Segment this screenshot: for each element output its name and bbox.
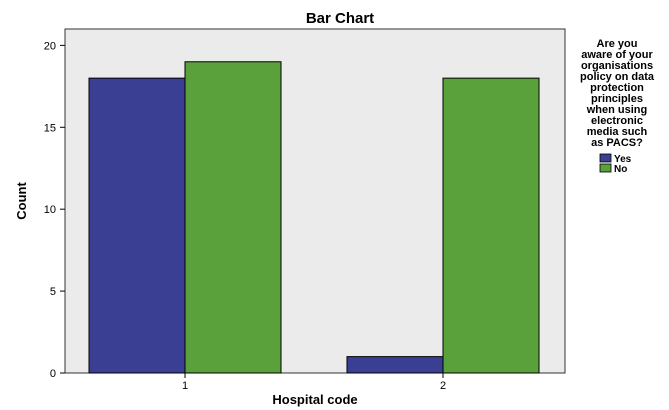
- legend-title-line: as PACS?: [591, 137, 643, 149]
- bar-no-1: [184, 61, 282, 374]
- legend-title-line: protection: [590, 82, 644, 94]
- bars-group: [88, 61, 540, 374]
- x-tick-label: 2: [440, 380, 446, 392]
- legend-swatch-yes: [599, 153, 612, 163]
- y-tick-label: 0: [50, 368, 56, 380]
- y-axis-label: Count: [14, 182, 29, 220]
- legend-title-line: principles: [591, 93, 643, 105]
- legend-title-line: when using: [586, 104, 648, 116]
- legend-title-line: organisations: [581, 60, 653, 72]
- legend-title-line: Are you: [597, 38, 638, 50]
- x-axis-label: Hospital code: [272, 392, 357, 407]
- y-tick-label: 20: [44, 40, 56, 52]
- x-tick-label: 1: [182, 380, 188, 392]
- legend-title-line: media such: [587, 126, 648, 138]
- legend-title-line: policy on data: [580, 71, 655, 83]
- legend-title-line: aware of your: [581, 49, 653, 61]
- chart-title: Bar Chart: [306, 10, 374, 27]
- y-tick-label: 15: [44, 122, 56, 134]
- bar-yes-1: [88, 77, 186, 374]
- y-tick-label: 5: [50, 286, 56, 298]
- bar-yes-2: [346, 356, 444, 374]
- y-tick-label: 10: [44, 204, 56, 216]
- y-axis: 0 5 10 15 20: [44, 40, 65, 380]
- bar-no-2: [442, 77, 540, 374]
- legend-label-no: No: [614, 164, 627, 175]
- legend-title-line: electronic: [591, 115, 643, 127]
- legend-swatch-no: [599, 163, 612, 173]
- legend-label-yes: Yes: [614, 154, 632, 165]
